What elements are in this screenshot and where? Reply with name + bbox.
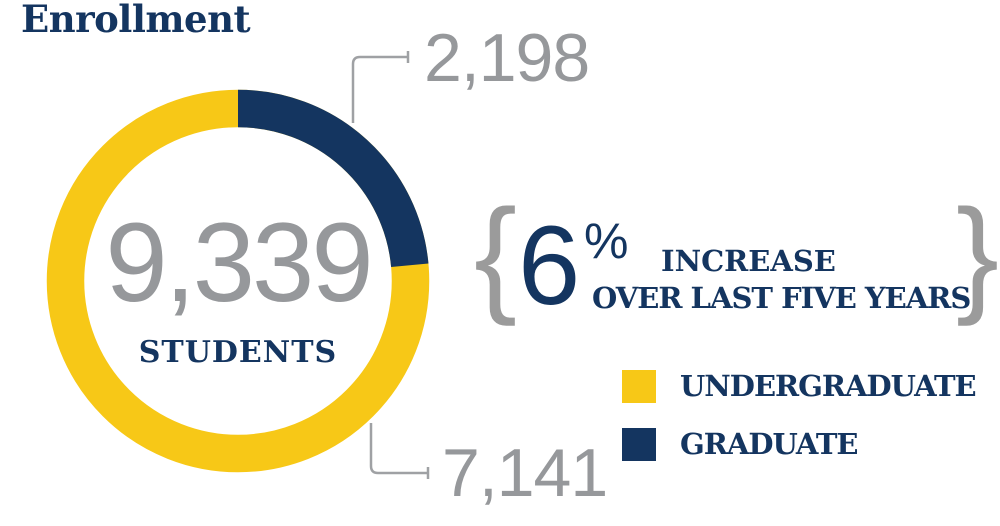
annotation-line1: INCREASE (661, 244, 836, 278)
graduate-swatch-icon (622, 427, 656, 461)
undergraduate-swatch-icon (622, 369, 656, 403)
total-students-value: 9,339 (105, 200, 373, 325)
callout-graduate-value: 2,198 (424, 20, 590, 96)
legend-label-undergraduate: UNDERGRADUATE (680, 368, 977, 403)
legend-item-graduate: GRADUATE (622, 426, 859, 461)
legend-label-graduate: GRADUATE (680, 426, 859, 461)
percent-sign: % (584, 213, 629, 269)
annotation-line2: OVER LAST FIVE YEARS (592, 281, 971, 315)
annotation-brace-right: } (956, 183, 1000, 327)
annotation-brace-left: { (474, 183, 518, 327)
callout-undergraduate-value: 7,141 (442, 435, 608, 511)
page-title: Enrollment (21, 0, 251, 41)
total-students-label: STUDENTS (138, 335, 338, 370)
legend-item-undergraduate: UNDERGRADUATE (622, 368, 977, 403)
callout-line-graduate (351, 51, 410, 123)
donut-segment-graduate (46, 89, 430, 473)
increase-percent-value: 6 (518, 203, 580, 328)
callout-line-undergraduate (369, 423, 430, 479)
